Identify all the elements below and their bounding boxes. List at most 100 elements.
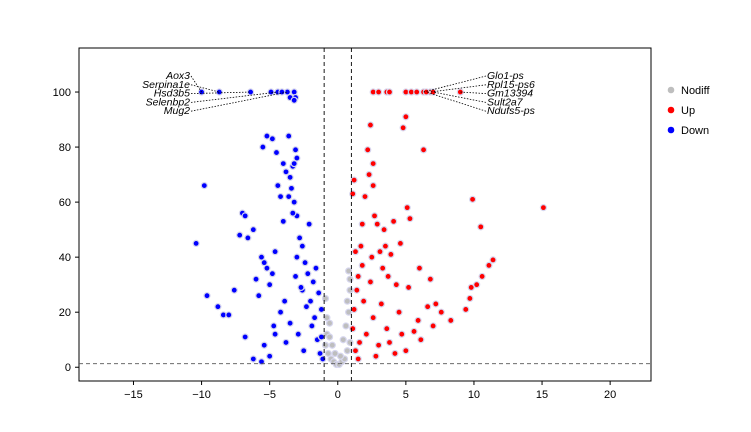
point-up xyxy=(413,88,421,96)
point-nodiff xyxy=(321,294,330,303)
point-down xyxy=(289,209,297,217)
point-nodiff xyxy=(345,267,353,275)
point-nodiff xyxy=(321,341,330,349)
point-up xyxy=(395,308,403,316)
point-down xyxy=(312,264,320,272)
point-down xyxy=(282,338,290,347)
point-down xyxy=(297,283,305,292)
y-tick-label: 100 xyxy=(53,87,71,99)
gene-leader-line xyxy=(190,84,220,93)
point-up xyxy=(368,253,376,261)
gene-label: Gm13394 xyxy=(487,88,533,100)
point-down xyxy=(286,173,294,181)
gene-leader-line xyxy=(190,75,202,93)
point-up xyxy=(366,278,375,286)
point-up xyxy=(466,294,474,303)
x-tick-label: 5 xyxy=(403,389,409,401)
y-tick-label: 40 xyxy=(59,252,71,264)
point-up xyxy=(402,347,410,355)
point-down xyxy=(281,297,289,305)
point-up xyxy=(406,215,414,223)
point-down xyxy=(249,355,257,363)
legend-marker-down xyxy=(667,126,675,134)
point-down xyxy=(290,198,298,206)
point-up xyxy=(410,327,418,336)
point-up xyxy=(366,121,375,129)
point-down xyxy=(298,242,306,250)
point-nodiff xyxy=(323,314,331,322)
point-down xyxy=(291,272,300,281)
gene-leader-line xyxy=(190,91,288,112)
point-down xyxy=(309,278,317,286)
point-down xyxy=(257,253,266,261)
point-up xyxy=(361,193,369,201)
point-down xyxy=(252,275,260,283)
point-down xyxy=(285,132,293,140)
point-up xyxy=(385,338,394,347)
point-down xyxy=(267,88,275,96)
point-up xyxy=(354,355,362,363)
point-up xyxy=(424,303,432,311)
legend-marker-up xyxy=(667,106,675,114)
point-nodiff xyxy=(342,322,350,330)
point-up xyxy=(462,305,470,314)
point-nodiff xyxy=(325,333,334,341)
point-nodiff xyxy=(343,347,351,355)
point-down xyxy=(301,259,309,267)
point-up xyxy=(358,261,366,270)
point-up xyxy=(429,322,437,330)
point-nodiff xyxy=(336,352,345,360)
gene-leader-line xyxy=(190,91,251,94)
point-down xyxy=(214,303,222,311)
point-up xyxy=(467,283,475,292)
gene-leader-line xyxy=(430,84,487,93)
point-up xyxy=(360,297,368,305)
point-up xyxy=(364,146,372,154)
point-up xyxy=(489,256,497,264)
point-down xyxy=(249,226,257,234)
point-down xyxy=(317,305,326,314)
gene-label: Mug2 xyxy=(164,105,190,117)
gene-label: Glo1-ps xyxy=(487,70,525,82)
point-down xyxy=(278,88,286,96)
point-down xyxy=(293,253,301,261)
x-tick-label: 20 xyxy=(604,389,616,401)
point-down xyxy=(285,193,293,201)
point-up xyxy=(539,204,548,212)
point-up xyxy=(365,171,373,179)
point-down xyxy=(296,234,304,242)
point-up xyxy=(426,275,434,283)
point-nodiff xyxy=(339,336,347,344)
point-up xyxy=(379,264,387,272)
point-down xyxy=(271,248,279,256)
point-up xyxy=(414,316,422,325)
legend-label-up: Up xyxy=(681,105,695,117)
point-up xyxy=(387,250,395,258)
point-down xyxy=(306,297,315,305)
point-down xyxy=(305,220,313,228)
point-nodiff xyxy=(331,349,339,358)
point-down xyxy=(259,143,267,151)
x-tick-label: 10 xyxy=(468,389,480,401)
y-tick-label: 0 xyxy=(65,362,71,374)
point-down xyxy=(230,286,238,294)
point-up xyxy=(381,242,390,250)
point-up xyxy=(468,195,477,203)
point-up xyxy=(402,113,410,121)
axes: −15 −10 −5 0 5 10 15 20 0 20 40 60 80 100 xyxy=(53,87,617,401)
point-up xyxy=(399,124,407,132)
point-up xyxy=(477,223,485,231)
point-down xyxy=(192,239,200,247)
point-nodiff xyxy=(328,341,336,349)
point-up xyxy=(350,176,358,184)
point-up xyxy=(355,338,364,347)
gene-label: Hsd3b5 xyxy=(154,88,190,100)
point-up xyxy=(349,190,357,198)
point-up xyxy=(369,314,377,322)
x-tick-label: −5 xyxy=(263,389,276,401)
point-down xyxy=(268,270,276,278)
point-up xyxy=(372,352,380,360)
point-up xyxy=(385,88,394,96)
point-up xyxy=(415,264,424,272)
